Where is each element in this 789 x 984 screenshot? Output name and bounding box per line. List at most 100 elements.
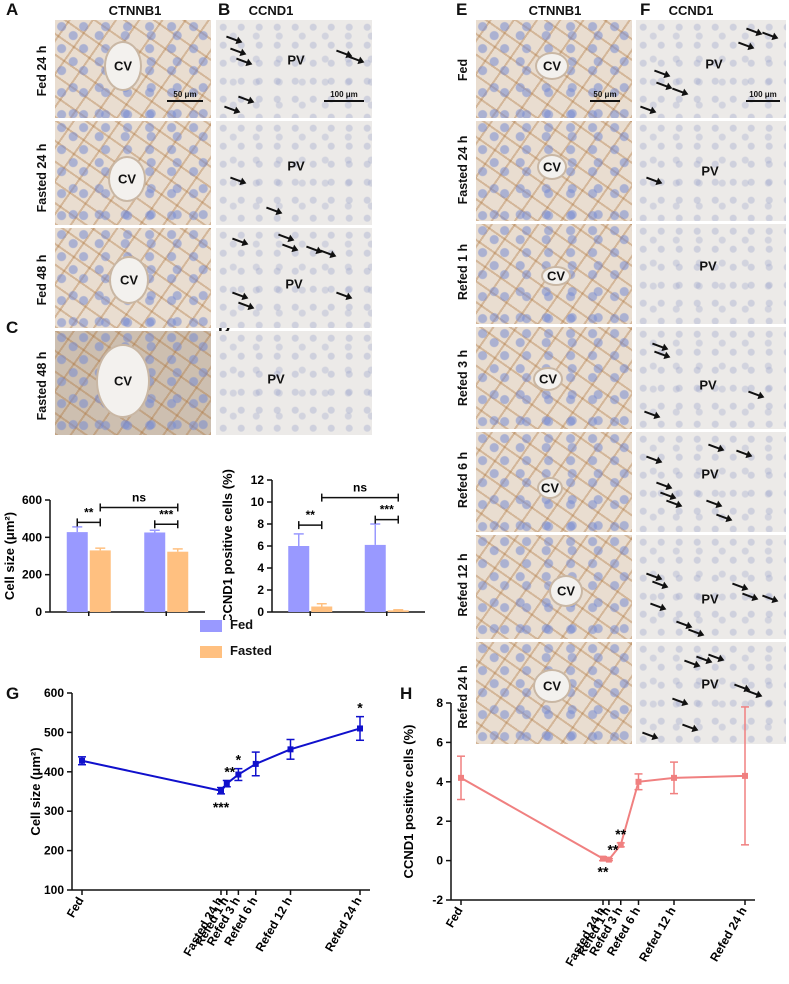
micrograph-ccnd1-refed-6h: PV bbox=[636, 432, 786, 532]
pv-label: PV bbox=[705, 56, 723, 72]
central-vein bbox=[108, 156, 146, 202]
micrograph-ccnd1-fasted-48h: PV bbox=[216, 331, 372, 435]
scale-bar-label: 100 μm bbox=[749, 90, 777, 99]
row-label-refed-3h: Refed 3 h bbox=[456, 349, 470, 407]
scale-bar: 100 μm bbox=[746, 90, 780, 102]
arrow-marker bbox=[748, 390, 762, 398]
row-label-fed-48h: Fed 48 h bbox=[35, 254, 49, 306]
cv-label: CV bbox=[538, 371, 558, 387]
cv-label: CV bbox=[542, 678, 562, 694]
arrow-marker bbox=[746, 27, 760, 35]
bar-fed bbox=[144, 532, 166, 612]
micrograph-ctnnb1-fasted-48h: CV bbox=[55, 331, 211, 435]
central-vein bbox=[549, 575, 583, 607]
arrow-marker bbox=[278, 233, 292, 241]
y-axis-label: Cell size (μm²) bbox=[2, 512, 17, 600]
arrow-marker bbox=[232, 237, 246, 245]
arrow-marker bbox=[644, 410, 658, 418]
cv-label: CV bbox=[117, 171, 137, 187]
x-tick-label: Fed bbox=[443, 905, 466, 930]
central-vein bbox=[535, 52, 569, 80]
y-tick-label: 0 bbox=[257, 605, 264, 619]
arrow-marker bbox=[688, 628, 702, 636]
pv-label: PV bbox=[287, 158, 305, 174]
y-tick-label: 0 bbox=[35, 605, 42, 619]
y-tick-label: 4 bbox=[257, 561, 264, 575]
arrow-marker bbox=[762, 31, 776, 39]
data-line bbox=[460, 774, 746, 861]
data-point bbox=[635, 778, 642, 785]
cv-label: CV bbox=[546, 268, 566, 284]
arrow-marker bbox=[736, 449, 750, 457]
cv-label: CV bbox=[113, 373, 133, 389]
row-label-fasted-24h: Fasted 24 h bbox=[35, 143, 49, 213]
panel-label-g: G bbox=[6, 684, 20, 703]
arrow-marker bbox=[656, 481, 670, 489]
micrograph-ccnd1-fasted-24h: PV bbox=[216, 121, 372, 225]
data-line bbox=[81, 727, 361, 792]
micrograph-ccnd1-fed-24h: PV 100 μm bbox=[216, 20, 372, 118]
central-vein bbox=[104, 41, 142, 91]
scale-bar: 50 μm bbox=[167, 90, 203, 102]
panel-label-f: F bbox=[640, 0, 651, 19]
data-point bbox=[79, 757, 85, 764]
x-tick-label: 48 h bbox=[154, 619, 178, 620]
arrow-marker bbox=[762, 594, 776, 602]
y-tick-label: 6 bbox=[257, 539, 264, 553]
arrow-marker bbox=[282, 243, 296, 251]
y-tick-label: 100 bbox=[44, 883, 64, 897]
y-axis-label: CCND1 positive cells (%) bbox=[220, 469, 235, 620]
arrow-marker bbox=[742, 592, 756, 600]
panel-label-e: E bbox=[456, 0, 468, 19]
arrow-marker bbox=[226, 35, 240, 43]
cv-label: CV bbox=[542, 58, 562, 74]
pv-label: PV bbox=[701, 466, 719, 482]
arrow-marker bbox=[266, 206, 280, 214]
legend-swatch-fasted bbox=[200, 645, 222, 658]
pv-label: PV bbox=[701, 163, 719, 179]
micrograph-ccnd1-refed-3h: PV bbox=[636, 327, 786, 429]
sig-bracket-ns-label: ns bbox=[132, 490, 146, 504]
arrow-marker bbox=[336, 291, 350, 299]
bar-fasted bbox=[167, 551, 189, 612]
micrograph-ccnd1-refed-12h: PV bbox=[636, 535, 786, 639]
data-point bbox=[600, 855, 606, 862]
arrow-marker bbox=[676, 620, 690, 628]
arrow-marker bbox=[232, 291, 246, 299]
cv-label: CV bbox=[113, 58, 133, 74]
row-label-fed-24h: Fed 24 h bbox=[35, 45, 49, 97]
significance-marker: ** bbox=[615, 826, 626, 842]
y-tick-label: 8 bbox=[436, 696, 443, 710]
central-vein bbox=[533, 367, 563, 391]
row-label-fed: Fed bbox=[456, 58, 470, 82]
header-ccnd1-left: CCND1 bbox=[248, 3, 294, 18]
micrograph-ctnnb1-fasted-24h: CV bbox=[55, 121, 211, 225]
sig-bracket-24h-label: ** bbox=[306, 508, 316, 522]
micrograph-ccnd1-fed: PV 100 μm bbox=[636, 20, 786, 118]
y-axis-label: CCND1 positive cells (%) bbox=[401, 725, 416, 879]
y-tick-label: 500 bbox=[44, 725, 64, 739]
data-point bbox=[605, 856, 612, 863]
pv-label: PV bbox=[701, 591, 719, 607]
arrow-marker bbox=[230, 47, 244, 55]
pv-label: PV bbox=[267, 371, 285, 387]
pv-label: PV bbox=[285, 276, 303, 292]
y-tick-label: 2 bbox=[436, 814, 443, 828]
y-tick-label: 300 bbox=[44, 804, 64, 818]
arrow-marker bbox=[238, 301, 252, 309]
micrograph-ctnnb1-refed-24h: CV bbox=[476, 642, 632, 744]
central-vein bbox=[537, 477, 563, 499]
row-label-fasted-24h: Fasted 24 h bbox=[456, 135, 470, 205]
x-tick-label: 48 h bbox=[375, 619, 399, 620]
data-point bbox=[223, 780, 230, 787]
arrow-marker bbox=[672, 87, 686, 95]
micrograph-ccnd1-fasted-24h-right: PV bbox=[636, 121, 786, 221]
bar-fed bbox=[66, 532, 88, 612]
arrow-marker bbox=[238, 95, 252, 103]
data-point bbox=[458, 774, 464, 781]
arrow-marker bbox=[706, 499, 720, 507]
micrograph-ctnnb1-fed-24h: CV 50 μm bbox=[55, 20, 211, 118]
micrograph-ccnd1-fed-48h: PV bbox=[216, 228, 372, 328]
